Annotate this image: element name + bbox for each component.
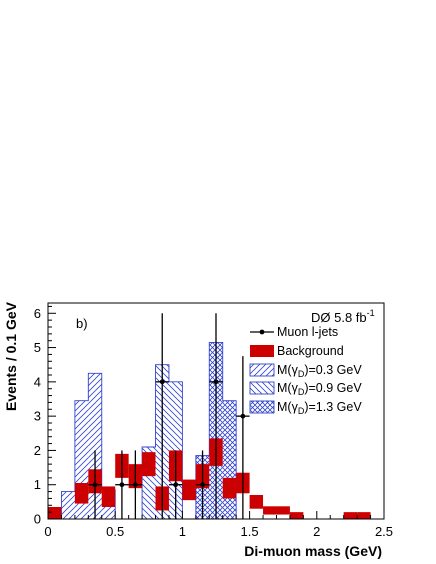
- legend-signal-swatch: [249, 381, 275, 395]
- legend-entry-data: Muon l-jets: [250, 325, 338, 339]
- x-tick-label: 2.5: [375, 524, 393, 539]
- data-point: [155, 313, 169, 519]
- legend-label: M(γD)=0.3 GeV: [277, 363, 362, 379]
- signal-bar: [61, 491, 75, 519]
- x-tick-label: 0.5: [106, 524, 124, 539]
- x-tick-label: 1.5: [241, 524, 259, 539]
- background-bar: [182, 479, 196, 501]
- background-histogram: [48, 438, 371, 519]
- y-axis-title: Events / 0.1 GeV: [3, 301, 19, 411]
- data-marker: [213, 379, 219, 385]
- data-marker: [240, 413, 246, 419]
- legend-signal-swatch: [249, 363, 275, 377]
- x-axis-title: Di-muon mass (GeV): [244, 543, 382, 559]
- x-tick-label: 0: [44, 524, 51, 539]
- data-point: [168, 450, 183, 519]
- background-bar: [222, 477, 237, 499]
- data-marker: [200, 482, 205, 488]
- legend-label: Muon l-jets: [277, 325, 338, 339]
- y-tick-label: 2: [34, 443, 41, 458]
- data-marker: [132, 482, 138, 488]
- background-bar: [357, 512, 371, 519]
- data-point: [128, 450, 143, 519]
- data-marker: [159, 379, 165, 385]
- experiment-label-main: DØ 5.8 fb: [311, 310, 367, 325]
- legend-label: Background: [277, 344, 344, 358]
- legend-entry-signal-2: M(γD)=0.9 GeV: [249, 381, 362, 397]
- legend: Muon l-jets Background M(γD)=0.3 GeV M(γD)=…: [249, 325, 362, 416]
- legend-label: M(γD)=0.9 GeV: [277, 381, 362, 397]
- data-marker: [119, 482, 125, 488]
- x-tick-label: 2: [313, 524, 320, 539]
- background-bar: [74, 483, 89, 504]
- y-tick-label: 4: [34, 374, 41, 389]
- background-bar: [343, 512, 358, 519]
- data-point: [115, 450, 129, 519]
- legend-data-marker: [259, 329, 265, 335]
- background-bar: [276, 506, 290, 515]
- data-point: [209, 313, 223, 519]
- background-bar: [249, 495, 264, 509]
- data-point: [236, 356, 250, 519]
- legend-label: M(γD)=1.3 GeV: [277, 400, 362, 416]
- data-marker: [173, 482, 179, 488]
- background-bar: [263, 506, 277, 515]
- plot-frame: [47, 302, 385, 520]
- background-bar: [289, 512, 304, 519]
- y-tick-label: 6: [34, 306, 41, 321]
- data-point: [88, 450, 102, 519]
- data-points: [88, 313, 250, 519]
- y-tick-label: 1: [34, 477, 41, 492]
- experiment-label: DØ 5.8 fb-1: [311, 308, 375, 325]
- background-bar: [101, 486, 116, 507]
- y-tick-label: 0: [34, 512, 41, 527]
- background-bar: [142, 452, 156, 477]
- legend-entry-background: Background: [250, 344, 344, 358]
- legend-entry-signal-1: M(γD)=0.3 GeV: [249, 363, 362, 379]
- legend-signal-swatch: [249, 400, 275, 414]
- axes: 0 0.5 1 1.5 2 2.5 0 1 2 3 4 5 6: [34, 306, 393, 539]
- panel-label: b): [76, 316, 88, 331]
- y-tick-label: 3: [34, 409, 41, 424]
- y-tick-label: 5: [34, 340, 41, 355]
- legend-entry-signal-3: M(γD)=1.3 GeV: [249, 400, 362, 416]
- legend-background-swatch: [250, 345, 274, 357]
- x-tick-label: 1: [179, 524, 186, 539]
- experiment-label-sup: -1: [367, 308, 375, 318]
- signal-bar: [222, 400, 237, 519]
- data-point: [195, 450, 210, 519]
- data-marker: [92, 482, 98, 488]
- background-bar: [48, 507, 62, 519]
